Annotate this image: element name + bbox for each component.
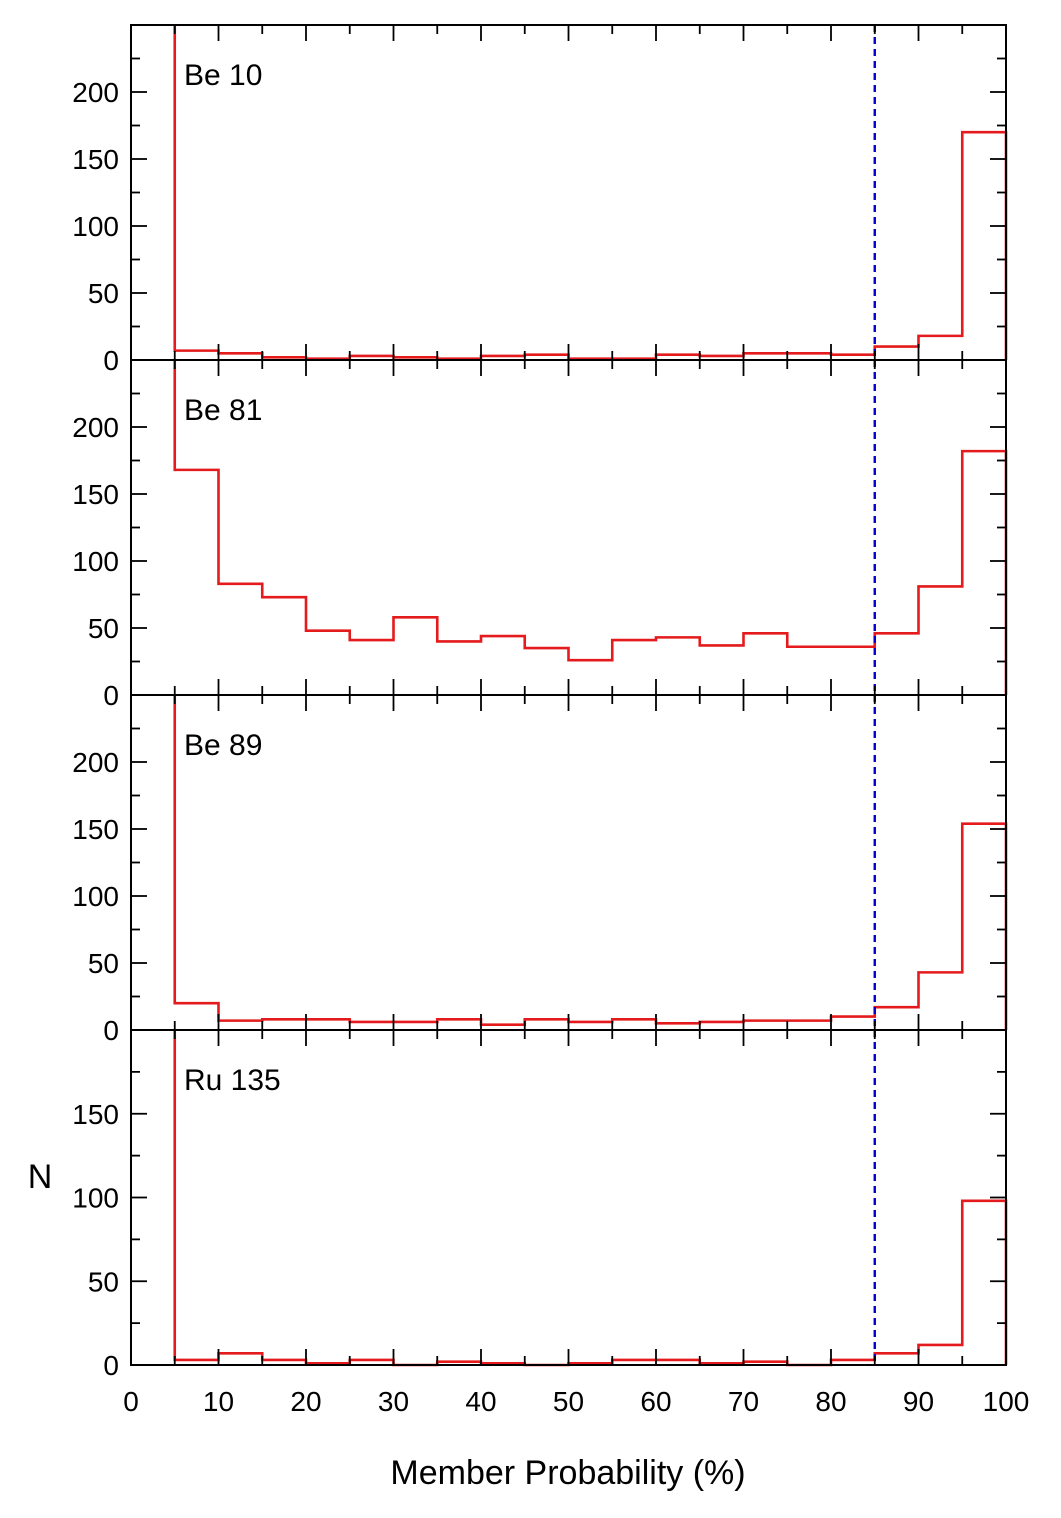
histogram-series-3	[173, 695, 1008, 1030]
y-tick-label: 150	[72, 1099, 119, 1130]
y-tick-label: 50	[88, 613, 119, 644]
panel-label: Be 81	[184, 394, 262, 427]
panel-label: Be 89	[184, 729, 262, 762]
y-tick-label: 0	[103, 345, 119, 376]
y-tick-label: 200	[72, 747, 119, 778]
y-tick-label: 150	[72, 144, 119, 175]
panel-4: 0 50 100 150 Ru 135	[72, 1029, 1008, 1381]
y-axis-title: N	[28, 1158, 53, 1196]
histogram-series-4	[173, 1030, 1008, 1367]
y-tick-label: 50	[88, 948, 119, 979]
y-tick-label: 50	[88, 1266, 119, 1297]
y-tick-label: 0	[103, 1350, 119, 1381]
y-tick-label: 150	[72, 479, 119, 510]
x-tick-label: 100	[983, 1386, 1030, 1417]
y-tick-label: 0	[103, 680, 119, 711]
x-tick-label: 20	[290, 1386, 321, 1417]
histogram-series-1	[173, 25, 1008, 360]
panel-label: Be 10	[184, 59, 262, 92]
y-tick-label: 100	[72, 211, 119, 242]
panel-2: 0 50 100 150 200 Be 81	[72, 359, 1008, 711]
y-tick-label: 150	[72, 814, 119, 845]
y-tick-label: 100	[72, 881, 119, 912]
panel-label: Ru 135	[184, 1064, 281, 1097]
x-axis-title: Member Probability (%)	[390, 1454, 745, 1492]
histogram-series-2	[173, 360, 1008, 695]
panel-3: 0 50 100 150 200 Be 89	[72, 694, 1008, 1046]
y-tick-label: 50	[88, 278, 119, 309]
x-tick-label: 90	[903, 1386, 934, 1417]
x-tick-label: 60	[640, 1386, 671, 1417]
x-tick-label: 40	[465, 1386, 496, 1417]
y-tick-label: 200	[72, 77, 119, 108]
y-tick-label: 100	[72, 546, 119, 577]
x-tick-label: 50	[553, 1386, 584, 1417]
x-tick-label: 30	[378, 1386, 409, 1417]
x-tick-label: 70	[728, 1386, 759, 1417]
panel-1: 0 50 100 150 200 Be 10	[72, 24, 1008, 376]
y-tick-label: 100	[72, 1183, 119, 1214]
x-tick-label: 80	[815, 1386, 846, 1417]
y-tick-label: 0	[103, 1015, 119, 1046]
y-tick-label: 200	[72, 412, 119, 443]
x-tick-label: 10	[203, 1386, 234, 1417]
x-tick-label: 0	[123, 1386, 139, 1417]
